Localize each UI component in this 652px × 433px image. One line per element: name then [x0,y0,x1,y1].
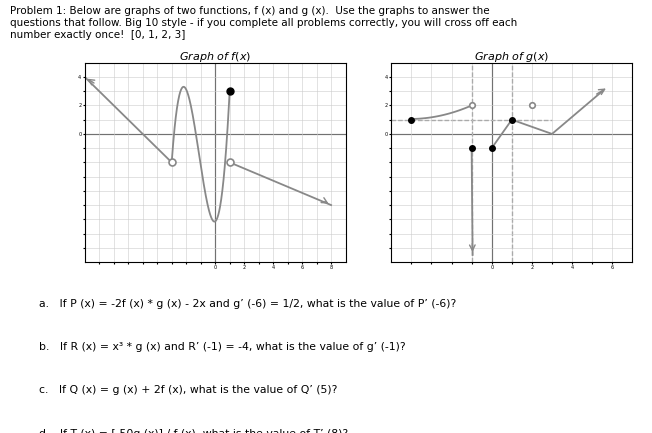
Title: Graph of $f(x)$: Graph of $f(x)$ [179,50,251,64]
Text: b.   If R (x) = x³ * g (x) and R’ (-1) = -4, what is the value of g’ (-1)?: b. If R (x) = x³ * g (x) and R’ (-1) = -… [39,342,406,352]
Text: c.   If Q (x) = g (x) + 2f (x), what is the value of Q’ (5)?: c. If Q (x) = g (x) + 2f (x), what is th… [39,385,338,395]
Text: a.   If P (x) = -2f (x) * g (x) - 2x and g’ (-6) = 1/2, what is the value of P’ : a. If P (x) = -2f (x) * g (x) - 2x and g… [39,299,456,309]
Text: Problem 1: Below are graphs of two functions, f (x) and g (x).  Use the graphs t: Problem 1: Below are graphs of two funct… [10,6,517,40]
Title: Graph of $g(x)$: Graph of $g(x)$ [474,50,550,64]
Text: d.   If T (x) = [-50g (x)] / f (x), what is the value of T’ (8)?: d. If T (x) = [-50g (x)] / f (x), what i… [39,429,348,433]
